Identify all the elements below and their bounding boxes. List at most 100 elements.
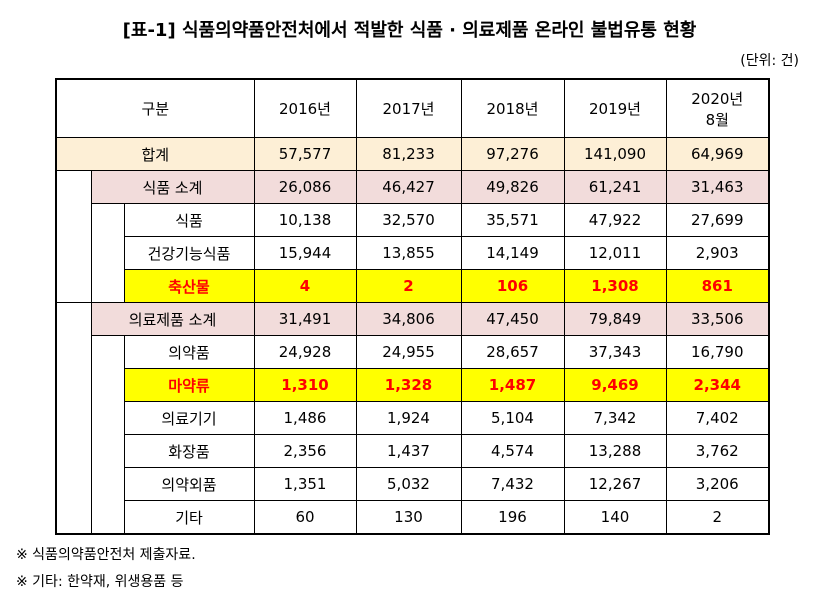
value-cell: 79,849 [563,302,667,336]
value-cell: 13,855 [355,236,462,270]
footnote: ※ 식품의약품안전처 제출자료. [16,547,196,563]
value-cell: 31,491 [253,302,357,336]
header-cell: 2019년 [563,78,667,138]
value-cell: 12,011 [563,236,667,270]
value-cell: 49,826 [460,170,565,204]
value-cell: 141,090 [563,137,667,171]
value-cell: 7,342 [563,401,667,435]
value-cell: 35,571 [460,203,565,237]
unit-label: (단위: 건) [740,53,799,69]
value-cell: 2,344 [665,368,770,402]
value-cell: 9,469 [563,368,667,402]
value-cell: 196 [460,500,565,535]
value-cell: 28,657 [460,335,565,369]
row-label: 축산물 [123,269,255,303]
value-cell: 32,570 [355,203,462,237]
value-cell: 106 [460,269,565,303]
value-cell: 1,486 [253,401,357,435]
value-cell: 60 [253,500,357,535]
header-cell: 2016년 [253,78,357,138]
indent-cell [90,335,125,535]
value-cell: 64,969 [665,137,770,171]
row-label: 식품 [123,203,255,237]
header-cell: 구분 [55,78,255,138]
table-row: 마약류 1,310 1,328 1,487 9,469 2,344 [56,368,770,402]
row-label: 마약류 [123,368,255,402]
table-row: 의료제품 소계 31,491 34,806 47,450 79,849 33,506 [55,302,770,535]
value-cell: 1,437 [355,434,462,468]
value-cell: 7,402 [665,401,770,435]
value-cell: 1,924 [355,401,462,435]
row-label: 합계 [55,137,255,171]
value-cell: 27,699 [665,203,770,237]
value-cell: 47,922 [563,203,667,237]
table-row: 의료기기 1,486 1,924 5,104 7,342 7,402 [56,401,770,435]
indent-cell [55,170,92,303]
indent-cell [55,302,92,535]
value-cell: 24,955 [355,335,462,369]
table-row: 식품 소계 26,086 46,427 49,826 61,241 31,463 [55,170,770,303]
value-cell: 140 [563,500,667,535]
table-row: 식품 10,138 32,570 35,571 47,922 27,699 [56,203,770,303]
value-cell: 34,806 [355,302,462,336]
value-cell: 33,506 [665,302,770,336]
table-row: 의약외품 1,351 5,032 7,432 12,267 3,206 [56,467,770,501]
header-cell: 2018년 [460,78,565,138]
value-cell: 15,944 [253,236,357,270]
value-cell: 10,138 [253,203,357,237]
value-cell: 12,267 [563,467,667,501]
value-cell: 37,343 [563,335,667,369]
value-cell: 47,450 [460,302,565,336]
value-cell: 2 [665,500,770,535]
value-cell: 861 [665,269,770,303]
value-cell: 3,206 [665,467,770,501]
value-cell: 2,356 [253,434,357,468]
row-label: 의료제품 소계 [90,302,255,336]
value-cell: 1,351 [253,467,357,501]
value-cell: 14,149 [460,236,565,270]
value-cell: 16,790 [665,335,770,369]
value-cell: 2,903 [665,236,770,270]
value-cell: 3,762 [665,434,770,468]
table-row: 기타 60 130 196 140 2 [56,500,770,535]
row-label: 화장품 [123,434,255,468]
data-table: 구분 2016년 2017년 2018년 2019년 2020년 8월 합계 57,577 81… [55,78,770,535]
value-cell: 2 [355,269,462,303]
row-label: 의약품 [123,335,255,369]
row-label: 건강기능식품 [123,236,255,270]
value-cell: 57,577 [253,137,357,171]
table-row: 화장품 2,356 1,437 4,574 13,288 3,762 [56,434,770,468]
value-cell: 4 [253,269,357,303]
value-cell: 26,086 [253,170,357,204]
table-row: 건강기능식품 15,944 13,855 14,149 12,011 2,903 [56,236,770,270]
value-cell: 130 [355,500,462,535]
value-cell: 81,233 [355,137,462,171]
value-cell: 5,104 [460,401,565,435]
value-cell: 1,487 [460,368,565,402]
value-cell: 1,308 [563,269,667,303]
value-cell: 1,328 [355,368,462,402]
value-cell: 61,241 [563,170,667,204]
table-row: 축산물 4 2 106 1,308 861 [56,269,770,303]
table-row: 합계 57,577 81,233 97,276 141,090 64,969 [55,137,770,171]
row-label: 의약외품 [123,467,255,501]
value-cell: 5,032 [355,467,462,501]
table-row: 의약품 24,928 24,955 28,657 37,343 16,790 [56,335,770,535]
value-cell: 7,432 [460,467,565,501]
value-cell: 1,310 [253,368,357,402]
row-label: 의료기기 [123,401,255,435]
title: [표-1] 식품의약품안전처에서 적발한 식품 · 의료제품 온라인 불법유통 … [122,20,697,41]
footnote: ※ 기타: 한약재, 위생용품 등 [16,574,184,590]
header-cell: 2017년 [355,78,462,138]
indent-cell [90,203,125,303]
value-cell: 4,574 [460,434,565,468]
row-label: 기타 [123,500,255,535]
header-cell: 2020년 8월 [665,78,770,138]
value-cell: 24,928 [253,335,357,369]
value-cell: 46,427 [355,170,462,204]
table-row: 구분 2016년 2017년 2018년 2019년 2020년 8월 [55,78,770,138]
value-cell: 31,463 [665,170,770,204]
value-cell: 13,288 [563,434,667,468]
value-cell: 97,276 [460,137,565,171]
